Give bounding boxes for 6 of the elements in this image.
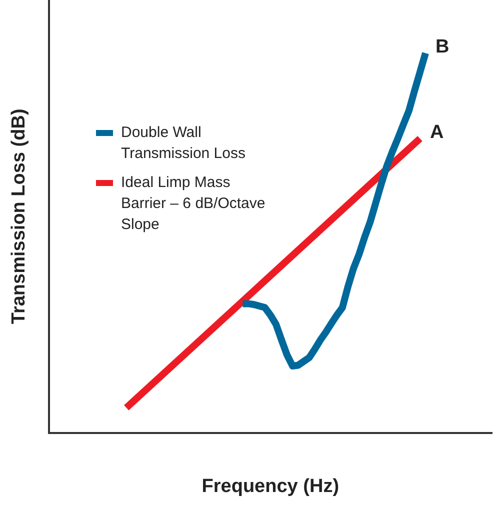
legend-label: Double Wall Transmission Loss xyxy=(121,123,246,164)
legend-label: Ideal Limp Mass Barrier – 6 dB/Octave Slope xyxy=(121,173,266,235)
annotation: B xyxy=(436,36,450,58)
y-axis-title: Transmission Loss (dB) xyxy=(8,108,30,324)
annotation: A xyxy=(430,122,444,143)
x-axis-title: Frequency (Hz) xyxy=(202,476,340,497)
